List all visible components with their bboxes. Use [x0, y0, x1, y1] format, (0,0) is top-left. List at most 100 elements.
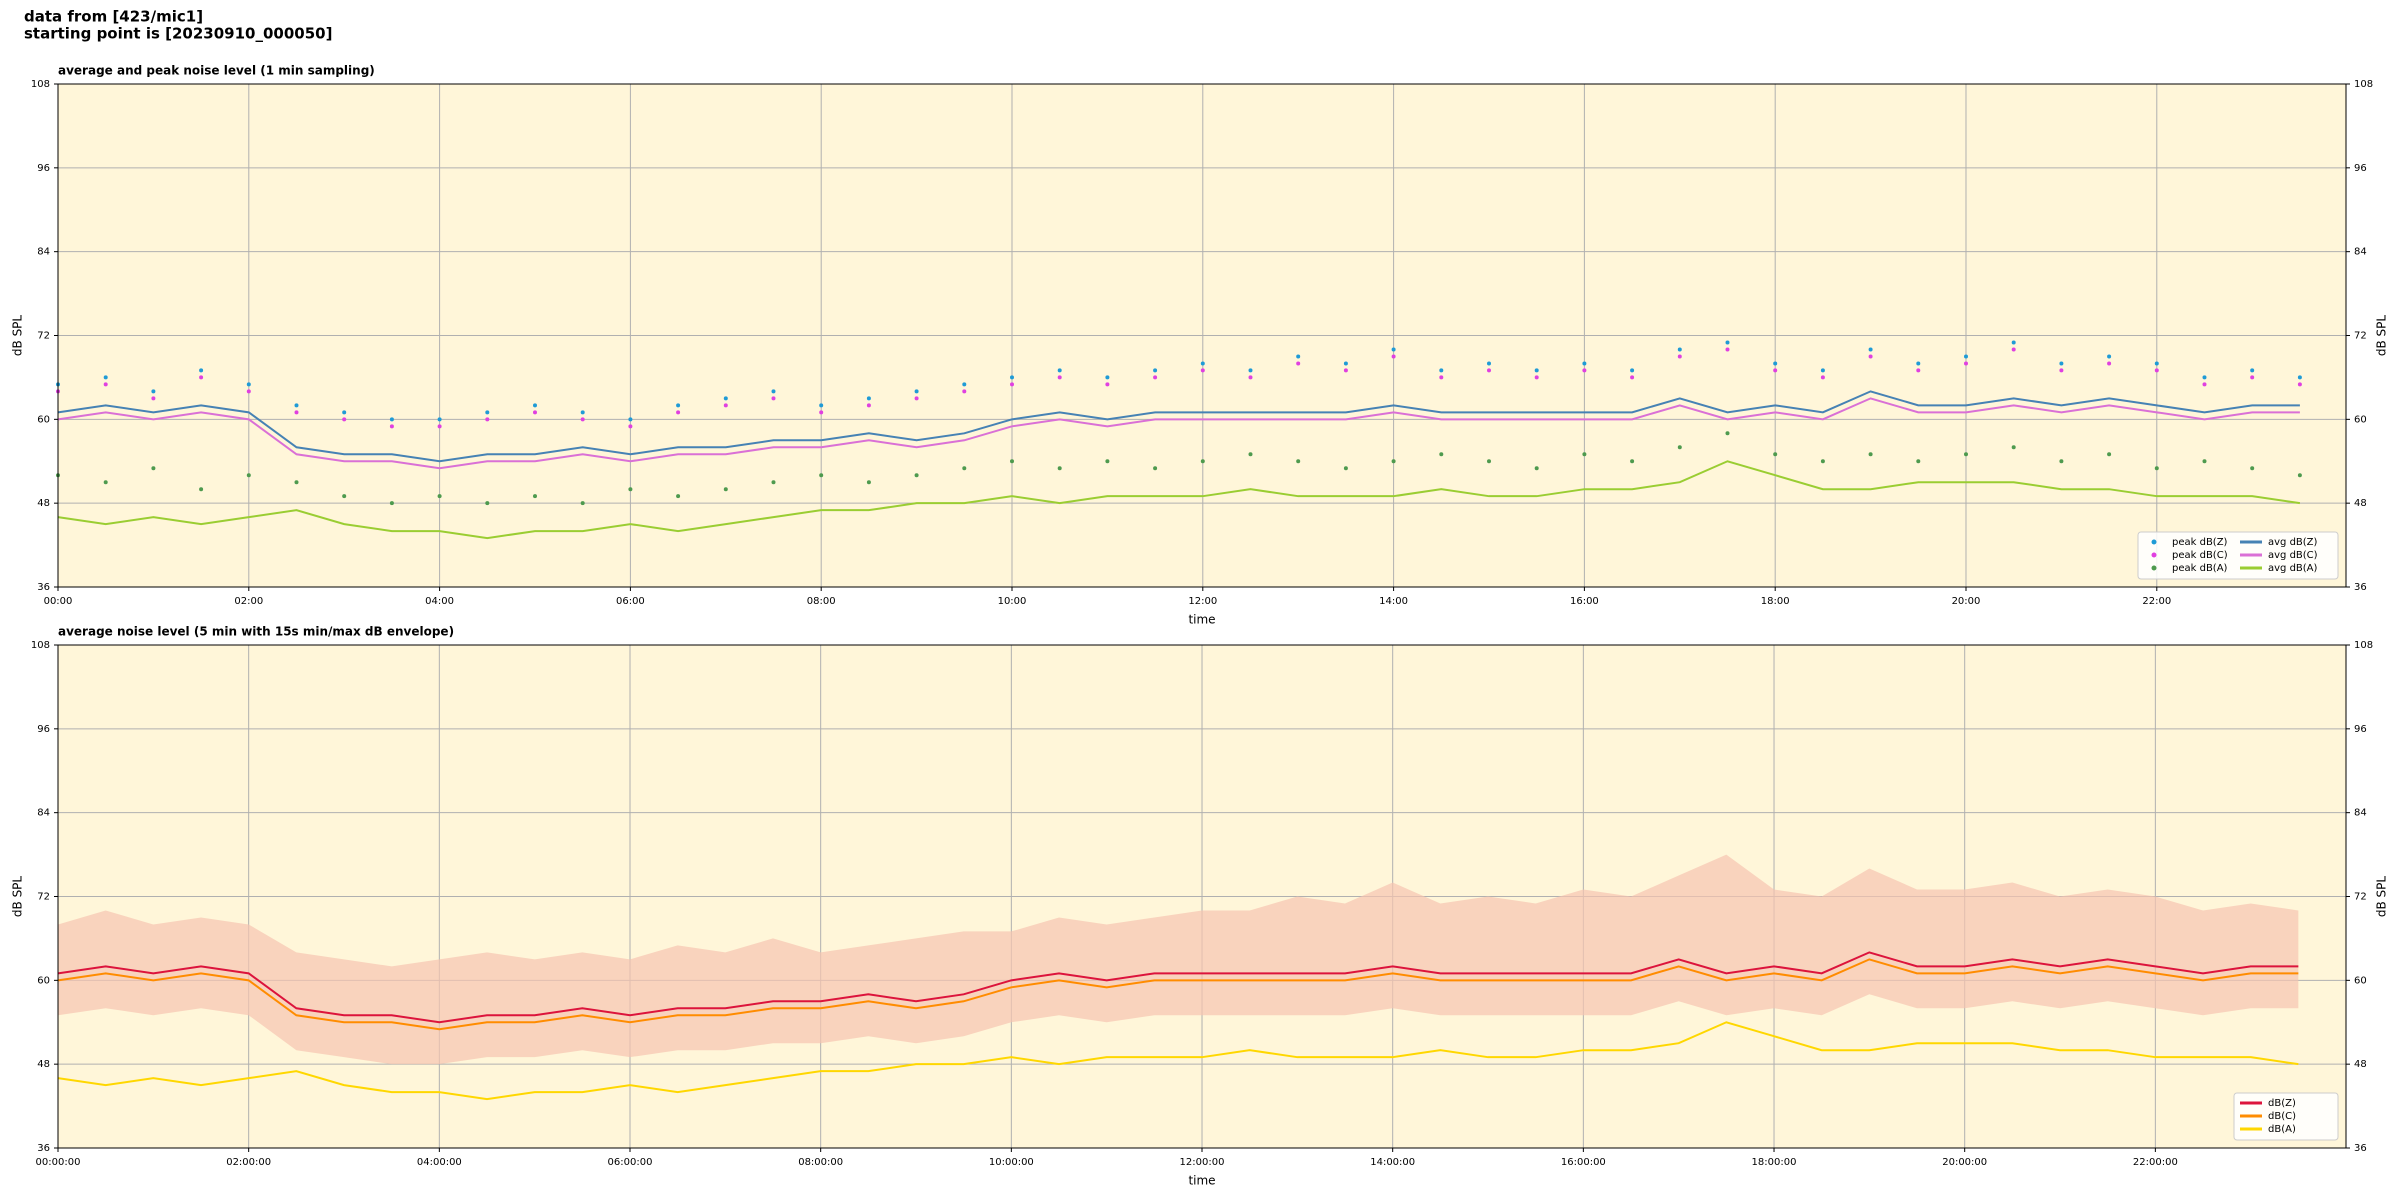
peak-point	[1916, 368, 1921, 373]
peak-point	[1057, 375, 1062, 380]
envelope-area	[58, 854, 2299, 1065]
peak-point	[1582, 452, 1587, 457]
peak-point	[1105, 375, 1110, 380]
peak-point	[485, 501, 490, 506]
y-tick-label: 72	[37, 331, 50, 342]
peak-point	[1296, 354, 1301, 359]
peak-point	[628, 424, 633, 429]
legend-label: dB(C)	[2268, 1111, 2296, 1122]
peak-point	[2059, 459, 2064, 464]
y-axis-label: dB SPL	[11, 876, 25, 918]
peak-point	[246, 389, 251, 394]
y-tick-label: 84	[2354, 808, 2367, 819]
peak-point	[1248, 452, 1253, 457]
peak-point	[2059, 368, 2064, 373]
series-line	[57, 958, 2299, 1031]
peak-point	[485, 410, 490, 415]
legend-label: avg dB(C)	[2268, 550, 2318, 561]
peak-point	[1773, 452, 1778, 457]
legend-marker	[2151, 565, 2157, 571]
peak-point	[2202, 375, 2207, 380]
peak-point	[294, 403, 299, 408]
peak-point	[723, 403, 728, 408]
y-axis-label: dB SPL	[2375, 315, 2389, 357]
y-tick-label: 48	[2354, 498, 2367, 509]
x-tick-label: 20:00	[1952, 596, 1981, 607]
x-tick-label: 04:00:00	[417, 1157, 462, 1168]
series-line	[57, 390, 2300, 463]
peak-point	[628, 417, 633, 422]
peak-point	[342, 410, 347, 415]
y-tick-label: 60	[2354, 975, 2367, 986]
x-tick-label: 16:00	[1570, 596, 1599, 607]
legend-label: peak dB(C)	[2172, 550, 2228, 561]
peak-point	[914, 396, 919, 401]
peak-point	[2059, 361, 2064, 366]
plot-frame	[57, 644, 2347, 1149]
peak-point	[1582, 361, 1587, 366]
legend-label: avg dB(A)	[2268, 563, 2318, 574]
y-tick-label: 48	[37, 498, 50, 509]
x-tick-label: 02:00	[234, 596, 263, 607]
peak-point	[1343, 466, 1348, 471]
peak-point	[1534, 368, 1539, 373]
peak-point	[246, 473, 251, 478]
peak-point	[723, 487, 728, 492]
peak-point	[1153, 375, 1158, 380]
y-tick-label: 108	[31, 79, 50, 90]
peak-point	[1773, 361, 1778, 366]
peak-point	[1057, 466, 1062, 471]
peak-point	[676, 494, 681, 499]
peak-point	[532, 494, 537, 499]
peak-point	[1582, 368, 1587, 373]
peak-point	[1725, 431, 1730, 436]
y-tick-label: 48	[37, 1059, 50, 1070]
x-axis-label: time	[1188, 613, 1215, 627]
y-tick-label: 96	[2354, 724, 2367, 735]
x-tick-label: 10:00	[998, 596, 1027, 607]
peak-point	[199, 487, 204, 492]
chart-title: average and peak noise level (1 min samp…	[58, 64, 375, 78]
peak-point	[1248, 375, 1253, 380]
y-tick-label: 36	[37, 1143, 50, 1154]
peak-point	[962, 389, 967, 394]
chart-title: average noise level (5 min with 15s min/…	[58, 625, 454, 639]
peak-point	[962, 466, 967, 471]
peak-point	[771, 389, 776, 394]
x-tick-label: 16:00:00	[1561, 1157, 1606, 1168]
header-line: starting point is [20230910_000050]	[24, 25, 332, 43]
peak-point	[437, 494, 442, 499]
peak-point	[1439, 375, 1444, 380]
peak-point	[1820, 459, 1825, 464]
peak-point	[1391, 347, 1396, 352]
y-tick-label: 108	[31, 640, 50, 651]
peak-point	[914, 389, 919, 394]
peak-point	[1534, 375, 1539, 380]
peak-point	[103, 382, 108, 387]
x-tick-label: 14:00	[1379, 596, 1408, 607]
x-tick-label: 20:00:00	[1942, 1157, 1987, 1168]
peak-point	[1868, 452, 1873, 457]
peak-point	[1820, 368, 1825, 373]
peak-point	[1009, 382, 1014, 387]
peak-point	[151, 396, 156, 401]
peak-point	[1009, 375, 1014, 380]
peak-point	[2250, 466, 2255, 471]
x-tick-label: 12:00	[1188, 596, 1217, 607]
y-tick-label: 72	[2354, 331, 2367, 342]
peak-point	[580, 417, 585, 422]
peak-point	[485, 417, 490, 422]
peak-point	[1200, 459, 1205, 464]
peak-point	[199, 375, 204, 380]
peak-point	[389, 417, 394, 422]
peak-point	[1868, 347, 1873, 352]
x-tick-label: 04:00	[425, 596, 454, 607]
peak-point	[2154, 368, 2159, 373]
peak-point	[1630, 368, 1635, 373]
peak-point	[1963, 354, 1968, 359]
peak-point	[2250, 375, 2255, 380]
peak-point	[1963, 452, 1968, 457]
peak-point	[246, 382, 251, 387]
